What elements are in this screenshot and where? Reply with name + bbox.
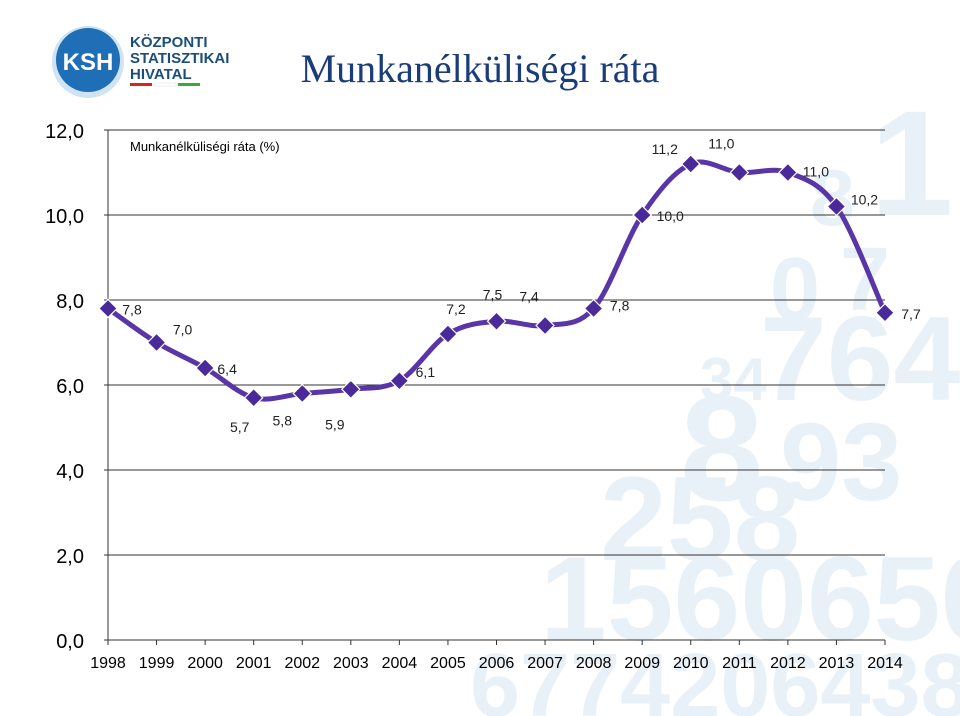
- svg-text:6774206438: 6774206438: [470, 636, 960, 716]
- page-title: Munkanélküliségi ráta: [301, 46, 660, 91]
- x-tick-label: 2004: [382, 655, 418, 672]
- logo-line-1: KÖZPONTI: [130, 34, 208, 51]
- x-tick-label: 2008: [576, 655, 612, 672]
- x-tick-label: 2012: [770, 655, 806, 672]
- data-label: 10,2: [851, 192, 878, 208]
- data-point-marker: [292, 383, 313, 404]
- data-label: 7,8: [610, 298, 630, 314]
- logo-abbr: KSH: [63, 49, 114, 76]
- chart-title: Munkanélküliségi ráta (%): [130, 139, 280, 154]
- data-label: 7,8: [122, 302, 142, 318]
- line-chart: Munkanélküliségi ráta (%) 0,0 2,0 4,0 6,0 8,…: [45, 121, 921, 672]
- data-point-marker: [535, 315, 555, 336]
- x-tick-label: 2013: [819, 655, 855, 672]
- data-point-marker: [486, 311, 507, 332]
- x-tick-label: 2002: [284, 655, 320, 672]
- data-label: 10,0: [657, 208, 684, 224]
- svg-text:1: 1: [870, 79, 953, 247]
- data-label: 7,0: [173, 322, 193, 338]
- background-digits-decoration: 1 8 0 7 764 34 8 93 258 15606506 6774206…: [470, 79, 960, 716]
- data-label: 6,4: [217, 361, 237, 377]
- y-tick-label: 4,0: [56, 461, 84, 483]
- logo-stripe-green: [178, 83, 200, 86]
- svg-text:34: 34: [700, 346, 767, 413]
- logo-sphere: [56, 28, 120, 92]
- data-point-marker: [680, 154, 701, 174]
- data-label: 5,8: [273, 413, 293, 429]
- data-label: 11,2: [652, 141, 678, 157]
- logo-line-3: HIVATAL: [130, 66, 192, 83]
- x-tick-label: 1999: [139, 655, 175, 672]
- data-label: 7,4: [519, 289, 539, 305]
- data-label: 7,5: [483, 286, 503, 302]
- x-tick-label: 2010: [673, 655, 709, 672]
- data-point-marker: [438, 324, 458, 344]
- data-point-marker: [146, 332, 167, 353]
- x-tick-label: 1998: [90, 655, 126, 672]
- y-tick-label: 2,0: [56, 546, 84, 568]
- data-point-marker: [632, 205, 653, 225]
- data-point-marker: [875, 302, 895, 323]
- svg-text:0: 0: [770, 240, 820, 340]
- x-tick-label: 2011: [722, 655, 757, 672]
- y-tick-label: 0,0: [56, 631, 84, 653]
- data-point-marker: [778, 162, 798, 183]
- data-label: 6,1: [416, 364, 436, 380]
- x-tick-label: 2000: [187, 655, 223, 672]
- data-label: 5,9: [325, 416, 345, 432]
- logo-line-2: STATISZTIKAI: [130, 50, 229, 67]
- y-tick-label: 6,0: [56, 376, 84, 398]
- x-tick-label: 2001: [236, 655, 272, 672]
- data-point-marker: [826, 196, 847, 217]
- series-markers: [98, 154, 895, 408]
- x-tick-label: 2009: [624, 655, 660, 672]
- x-axis-ticks: 1998 1999 2000 2001 2002 2003 2004 2005 2006 2007…: [90, 640, 903, 672]
- gridlines: [104, 129, 885, 641]
- y-tick-label: 10,0: [45, 206, 84, 228]
- data-label: 11,0: [708, 136, 734, 152]
- x-tick-label: 2006: [479, 655, 515, 672]
- data-point-marker: [729, 162, 750, 183]
- x-tick-label: 2005: [430, 655, 466, 672]
- data-label: 7,7: [901, 306, 921, 322]
- svg-text:93: 93: [780, 401, 902, 524]
- data-point-marker: [583, 298, 604, 319]
- data-point-marker: [243, 387, 264, 408]
- svg-text:15606506: 15606506: [540, 532, 960, 666]
- data-point-marker: [98, 298, 118, 319]
- data-label: 7,2: [446, 301, 466, 317]
- x-tick-label: 2003: [333, 655, 369, 672]
- y-axis-ticks: 0,0 2,0 4,0 6,0 8,0 10,0 12,0: [45, 121, 84, 653]
- y-tick-label: 12,0: [45, 121, 84, 143]
- data-point-marker: [389, 370, 410, 391]
- logo-stripe-red: [130, 83, 152, 86]
- x-tick-label: 2007: [527, 655, 563, 672]
- data-label: 5,7: [230, 419, 250, 435]
- data-labels: 7,8 7,0 6,4 5,7 5,8 5,9 6,1 7,2 7,5 7,4 7,8 10,0 11,…: [122, 136, 921, 435]
- svg-text:764: 764: [760, 292, 960, 426]
- data-point-marker: [195, 358, 215, 378]
- data-point-marker: [340, 379, 361, 400]
- ksh-logo: KSH KÖZPONTI STATISZTIKAI HIVATAL: [52, 26, 229, 98]
- y-tick-label: 8,0: [56, 291, 84, 313]
- svg-text:258: 258: [600, 452, 800, 586]
- x-tick-label: 2014: [867, 655, 903, 672]
- logo-stripe-white: [153, 82, 177, 87]
- svg-text:8: 8: [680, 364, 763, 532]
- data-label: 11,0: [803, 164, 829, 180]
